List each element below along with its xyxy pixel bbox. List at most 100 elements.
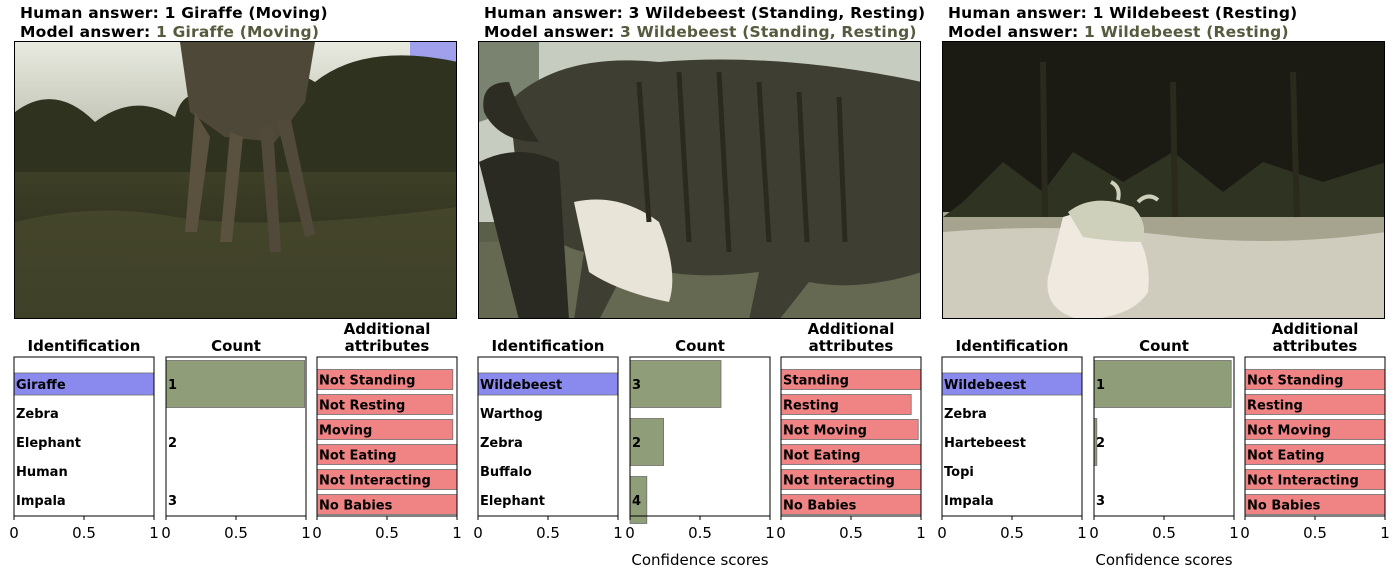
model-answer: Model answer: 3 Wildebeest (Standing, Re… <box>484 23 917 41</box>
attributes-title: attributes <box>809 337 894 355</box>
count-category-label: 2 <box>168 436 177 451</box>
x-tick-label: 0 <box>9 524 19 542</box>
count-category-label: 1 <box>168 378 177 393</box>
x-tick-label: 1 <box>149 524 159 542</box>
count-subplot: Count 1 2 3 0 0.5 1 <box>161 337 311 542</box>
panel-giraffe: Human answer: 1 Giraffe (Moving) Model a… <box>0 0 465 576</box>
x-tick-label: 0.5 <box>688 524 712 542</box>
attributes-category-label: Not Interacting <box>1247 474 1359 489</box>
x-tick-label: 0 <box>1240 524 1250 542</box>
count-bar <box>629 360 722 408</box>
identification-category-label: Zebra <box>944 407 987 422</box>
identification-category-label: Human <box>16 465 68 480</box>
human-answer: Human answer: 1 Wildebeest (Resting) <box>948 4 1297 22</box>
identification-subplot: Identification Wildebeest Warthog Zebra Buff… <box>473 337 623 542</box>
attributes-title: attributes <box>345 337 430 355</box>
attributes-category-label: Standing <box>783 374 849 389</box>
identification-title: Identification <box>956 337 1069 355</box>
attributes-title: Additional <box>808 322 895 338</box>
x-tick-label: 1 <box>452 524 462 542</box>
x-tick-label: 0 <box>473 524 483 542</box>
x-tick-label: 0.5 <box>72 524 96 542</box>
human-answer-value: 1 Wildebeest (Resting) <box>1092 4 1298 22</box>
identification-title: Identification <box>492 337 605 355</box>
attributes-category-label: Not Moving <box>1247 424 1331 439</box>
count-title: Count <box>211 337 261 355</box>
count-category-label: 3 <box>632 378 641 393</box>
identification-category-label: Giraffe <box>16 378 66 393</box>
count-bar <box>1093 360 1232 408</box>
attributes-category-label: Not Moving <box>783 424 867 439</box>
identification-category-label: Hartebeest <box>944 436 1026 451</box>
model-answer-value: 3 Wildebeest (Standing, Resting) <box>620 23 917 41</box>
attributes-title: attributes <box>1273 337 1358 355</box>
identification-category-label: Impala <box>944 494 994 509</box>
x-tick-label: 1 <box>613 524 623 542</box>
x-tick-label: 0.5 <box>375 524 399 542</box>
attributes-category-label: Resting <box>1247 399 1303 414</box>
identification-category-label: Wildebeest <box>944 378 1026 393</box>
camera-trap-image <box>942 41 1385 319</box>
attributes-category-label: Not Interacting <box>319 474 431 489</box>
model-answer-label: Model answer: <box>484 23 615 41</box>
x-tick-label: 0.5 <box>1000 524 1024 542</box>
confidence-charts: Identification Giraffe Zebra Elephant Human I… <box>0 322 465 576</box>
x-tick-label: 0.5 <box>224 524 248 542</box>
count-category-label: 1 <box>1096 378 1105 393</box>
count-subplot: Count 1 2 3 0 0.5 1 <box>1089 337 1239 542</box>
x-tick-label: 0.5 <box>536 524 560 542</box>
attributes-category-label: Not Interacting <box>783 474 895 489</box>
x-tick-label: 1 <box>1380 524 1390 542</box>
x-tick-label: 0.5 <box>839 524 863 542</box>
attributes-category-label: Not Resting <box>319 399 405 414</box>
confidence-charts: Identification Wildebeest Warthog Zebra Buff… <box>464 322 929 576</box>
attributes-title: Additional <box>344 322 431 338</box>
human-answer-label: Human answer: <box>484 4 624 22</box>
x-tick-label: 1 <box>765 524 775 542</box>
x-tick-label: 0 <box>161 524 171 542</box>
x-tick-label: 0.5 <box>1152 524 1176 542</box>
panel-wildebeest-standing: Human answer: 3 Wildebeest (Standing, Re… <box>464 0 929 576</box>
identification-category-label: Zebra <box>480 436 523 451</box>
camera-trap-image <box>478 41 921 319</box>
attributes-category-label: Not Eating <box>319 449 396 464</box>
attributes-category-label: Not Eating <box>1247 449 1324 464</box>
x-tick-label: 1 <box>916 524 926 542</box>
model-answer-label: Model answer: <box>20 23 151 41</box>
x-tick-label: 0 <box>1089 524 1099 542</box>
human-answer-value: 3 Wildebeest (Standing, Resting) <box>628 4 926 22</box>
x-tick-label: 0 <box>312 524 322 542</box>
x-tick-label: 0 <box>776 524 786 542</box>
model-answer: Model answer: 1 Wildebeest (Resting) <box>948 23 1289 41</box>
human-answer-label: Human answer: <box>20 4 160 22</box>
x-tick-label: 0 <box>625 524 635 542</box>
x-tick-label: 1 <box>1077 524 1087 542</box>
attributes-category-label: Moving <box>319 424 372 439</box>
identification-category-label: Elephant <box>480 494 545 509</box>
x-tick-label: 0.5 <box>1303 524 1327 542</box>
x-tick-label: 1 <box>301 524 311 542</box>
confidence-charts: Identification Wildebeest Zebra Hartebeest T… <box>928 322 1393 576</box>
human-answer-value: 1 Giraffe (Moving) <box>164 4 328 22</box>
identification-category-label: Elephant <box>16 436 81 451</box>
model-answer-label: Model answer: <box>948 23 1079 41</box>
identification-title: Identification <box>28 337 141 355</box>
count-category-label: 4 <box>632 494 641 509</box>
model-answer-value: 1 Wildebeest (Resting) <box>1084 23 1289 41</box>
count-subplot: Count 3 2 4 0 0.5 1 <box>625 337 775 542</box>
count-bar <box>165 360 306 408</box>
model-answer-value: 1 Giraffe (Moving) <box>156 23 320 41</box>
x-tick-label: 1 <box>1229 524 1239 542</box>
human-answer-label: Human answer: <box>948 4 1088 22</box>
attributes-category-label: Resting <box>783 399 839 414</box>
count-category-label: 2 <box>632 436 641 451</box>
x-axis-label: Confidence scores <box>631 551 768 569</box>
count-category-label: 3 <box>168 494 177 509</box>
identification-category-label: Topi <box>944 465 974 480</box>
attributes-category-label: Not Eating <box>783 449 860 464</box>
identification-category-label: Zebra <box>16 407 59 422</box>
count-bar <box>629 418 664 466</box>
human-answer: Human answer: 3 Wildebeest (Standing, Re… <box>484 4 925 22</box>
count-title: Count <box>1139 337 1189 355</box>
